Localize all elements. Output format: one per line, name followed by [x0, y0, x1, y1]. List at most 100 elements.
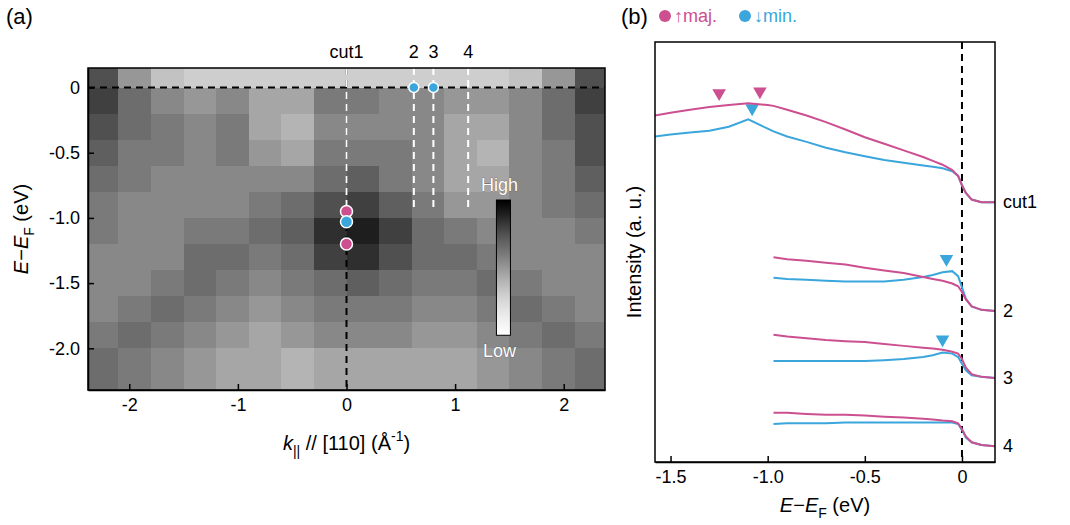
- heat-cell: [281, 192, 314, 219]
- tick-mark: [88, 283, 94, 285]
- heat-cell: [216, 88, 249, 115]
- plot-area: [655, 42, 995, 462]
- text-part: E: [10, 260, 32, 274]
- heat-cell: [118, 218, 151, 245]
- heat-cell: [412, 218, 445, 245]
- heat-cell: [216, 166, 249, 193]
- heat-cell: [347, 88, 380, 115]
- tick-label: -1.5: [49, 273, 80, 293]
- heat-cell: [542, 270, 575, 297]
- curve-label: cut1: [1003, 192, 1037, 212]
- tick-mark: [962, 456, 964, 462]
- tick: -1: [230, 384, 246, 415]
- heat-cell: [281, 270, 314, 297]
- tick-mark: [563, 384, 565, 390]
- heat-cell: [347, 114, 380, 141]
- tick-label: -2.0: [49, 339, 80, 359]
- heat-cell: [184, 192, 217, 219]
- heat-cell: [151, 166, 184, 193]
- text-part: // [110] (Å: [300, 432, 391, 454]
- heat-cell: [249, 322, 282, 349]
- tick-label: -0.5: [49, 143, 80, 163]
- heat-cell: [249, 218, 282, 245]
- tick-mark: [129, 384, 131, 390]
- tick: 2: [559, 384, 569, 415]
- curve: [774, 413, 995, 446]
- text-part: F: [21, 227, 37, 236]
- heat-cell: [412, 114, 445, 141]
- heat-cell: [118, 68, 151, 88]
- heat-cell: [542, 296, 575, 323]
- heat-cell: [216, 218, 249, 245]
- heat-cell: [509, 88, 542, 115]
- heat-cell: [184, 114, 217, 141]
- heat-cell: [249, 270, 282, 297]
- colorbar-group: HighLow: [481, 175, 518, 361]
- heat-cell: [379, 68, 412, 88]
- heat-cell: [379, 296, 412, 323]
- heat-cell: [575, 140, 605, 167]
- heat-cell: [184, 348, 217, 390]
- heat-cell: [281, 244, 314, 271]
- heat-cell: [509, 218, 542, 245]
- cut-label: 4: [463, 42, 473, 62]
- heat-cell: [88, 166, 119, 193]
- tick-label: -2: [122, 395, 138, 415]
- heat-cell: [575, 348, 605, 390]
- heat-cell: [314, 68, 347, 88]
- tick-label: 0: [957, 467, 967, 487]
- tick-mark: [238, 384, 240, 390]
- heat-cell: [575, 244, 605, 271]
- cut-label: 3: [428, 42, 438, 62]
- heat-cell: [444, 296, 477, 323]
- heat-cell: [184, 88, 217, 115]
- heat-cell: [281, 296, 314, 323]
- legend-swatch: [659, 10, 671, 22]
- text-part: ||: [293, 443, 300, 459]
- heat-cell: [412, 140, 445, 167]
- curve: [655, 103, 995, 202]
- tick: 1: [451, 384, 461, 415]
- reference-line: [346, 68, 348, 390]
- heat-cell: [118, 192, 151, 219]
- curve: [774, 335, 995, 378]
- heat-cell: [379, 348, 412, 390]
- y-axis-title: E−EF (eV): [10, 184, 37, 274]
- text-part: E: [780, 494, 794, 516]
- heat-cell: [347, 322, 380, 349]
- heat-cell: [88, 348, 119, 390]
- reference-line: [961, 42, 963, 462]
- heat-cell: [477, 68, 510, 88]
- tick-label: -1: [230, 395, 246, 415]
- heat-cell: [542, 88, 575, 115]
- heat-cell: [249, 296, 282, 323]
- tick: -1.5: [656, 456, 687, 487]
- heat-cell: [249, 114, 282, 141]
- heat-cell: [444, 348, 477, 390]
- heat-cell: [216, 192, 249, 219]
- heat-cell: [216, 348, 249, 390]
- peak-marker: [753, 87, 767, 99]
- tick: 0: [957, 456, 967, 487]
- heat-cell: [477, 140, 510, 167]
- heat-cell: [347, 140, 380, 167]
- curve: [774, 352, 995, 378]
- tick-label: 1: [451, 395, 461, 415]
- heat-cell: [412, 166, 445, 193]
- heat-cell: [347, 296, 380, 323]
- heat-cell: [88, 244, 119, 271]
- tick-label: -1.0: [49, 208, 80, 228]
- point: [341, 238, 353, 250]
- heat-cell: [379, 166, 412, 193]
- heat-cell: [281, 140, 314, 167]
- heat-cell: [379, 114, 412, 141]
- heat-cell: [477, 88, 510, 115]
- tick: 0: [70, 78, 94, 98]
- heat-cell: [184, 296, 217, 323]
- heat-cell: [575, 192, 605, 219]
- heat-cell: [281, 114, 314, 141]
- heat-cell: [379, 270, 412, 297]
- peak-marker: [745, 104, 759, 116]
- peak-marker: [936, 336, 950, 348]
- heat-cell: [216, 140, 249, 167]
